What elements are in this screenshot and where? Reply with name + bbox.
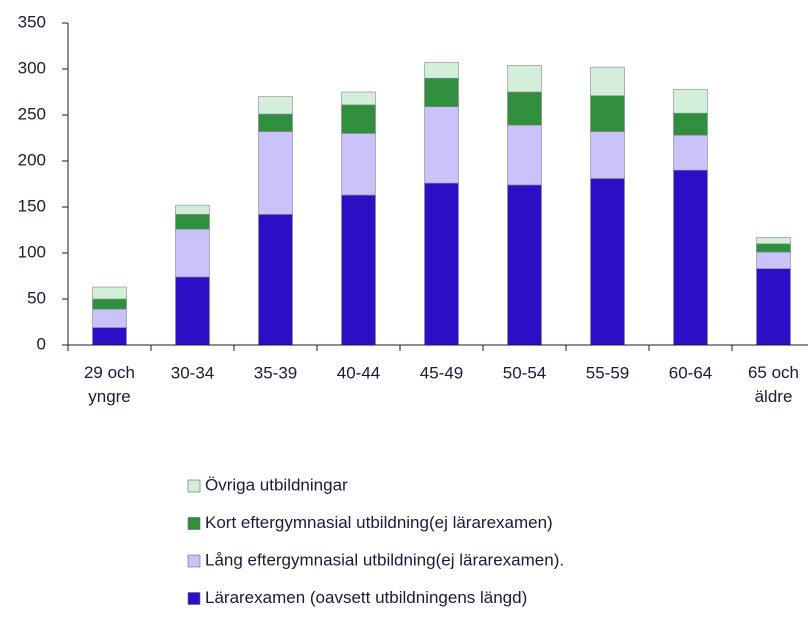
legend-label: Lärarexamen (oavsett utbildningens längd… xyxy=(205,588,527,607)
bar-segment xyxy=(258,131,293,215)
bar-segment xyxy=(507,184,542,346)
bar-segment xyxy=(92,327,127,346)
bar-segment xyxy=(673,134,708,171)
bar-segment xyxy=(673,169,708,346)
bar-segment xyxy=(92,286,127,300)
bar-segment xyxy=(175,228,210,278)
bar-segment xyxy=(507,124,542,186)
bar-segment xyxy=(175,204,210,215)
legend-label: Lång eftergymnasial utbildning(ej lärare… xyxy=(205,550,564,569)
bar-segment xyxy=(175,276,210,346)
legend-label: Övriga utbildningar xyxy=(205,475,348,494)
bar-segment xyxy=(424,182,459,346)
bar-segment xyxy=(424,106,459,184)
legend-swatch xyxy=(187,479,201,493)
y-tick-label: 150 xyxy=(18,196,46,215)
bar-segment xyxy=(590,178,625,346)
bar-segment xyxy=(92,308,127,328)
legend-swatch xyxy=(187,554,201,568)
bar-segment xyxy=(673,88,708,114)
y-tick-label: 350 xyxy=(18,12,46,31)
bar-segment xyxy=(756,268,791,346)
bar-segment xyxy=(590,95,625,132)
bar-segment xyxy=(424,77,459,108)
x-tick-label: 55-59 xyxy=(586,363,629,382)
y-tick-label: 250 xyxy=(18,104,46,123)
bar-segment xyxy=(341,91,376,106)
bar-segment xyxy=(341,133,376,196)
x-tick-label: 29 och yngre xyxy=(84,363,135,406)
bar-segment xyxy=(258,214,293,346)
bar-segment xyxy=(590,131,625,179)
legend-swatch xyxy=(187,592,201,605)
bar-segment xyxy=(424,62,459,79)
bar-segment xyxy=(507,65,542,93)
x-tick-label: 35-39 xyxy=(254,363,297,382)
bar-segment xyxy=(258,113,293,132)
y-tick-label: 300 xyxy=(18,58,46,77)
bar-segment xyxy=(175,214,210,230)
bar-segment xyxy=(341,194,376,346)
x-tick-label: 50-54 xyxy=(503,363,546,382)
x-tick-label: 60-64 xyxy=(669,363,712,382)
bar-segment xyxy=(673,112,708,136)
bar-segment xyxy=(258,96,293,115)
bar-segment xyxy=(756,237,791,245)
bar-segment xyxy=(92,298,127,310)
bar-segment xyxy=(341,104,376,134)
x-tick-label: 40-44 xyxy=(337,363,380,382)
x-tick-label: 30-34 xyxy=(171,363,214,382)
bar-segment xyxy=(507,91,542,126)
bar-segment xyxy=(756,243,791,253)
legend-label: Kort eftergymnasial utbildning(ej lärare… xyxy=(205,513,553,532)
x-tick-label: 45-49 xyxy=(420,363,463,382)
y-tick-label: 50 xyxy=(27,288,46,307)
y-tick-label: 0 xyxy=(37,334,46,353)
y-tick-label: 100 xyxy=(18,242,46,261)
legend-swatch xyxy=(187,517,201,530)
x-tick-label: 65 och äldre xyxy=(748,363,799,406)
y-tick-label: 200 xyxy=(18,150,46,169)
bar-segment xyxy=(756,251,791,269)
bar-segment xyxy=(590,66,625,96)
